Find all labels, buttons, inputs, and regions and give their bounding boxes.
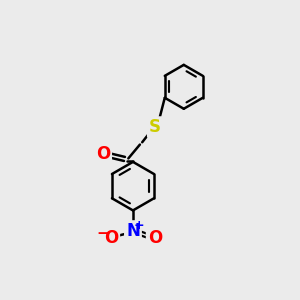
Text: O: O bbox=[148, 229, 162, 247]
Text: O: O bbox=[104, 229, 118, 247]
Text: N: N bbox=[126, 222, 140, 240]
Text: −: − bbox=[97, 226, 109, 241]
Text: S: S bbox=[149, 118, 161, 136]
Text: +: + bbox=[134, 219, 145, 232]
Text: O: O bbox=[96, 145, 110, 163]
